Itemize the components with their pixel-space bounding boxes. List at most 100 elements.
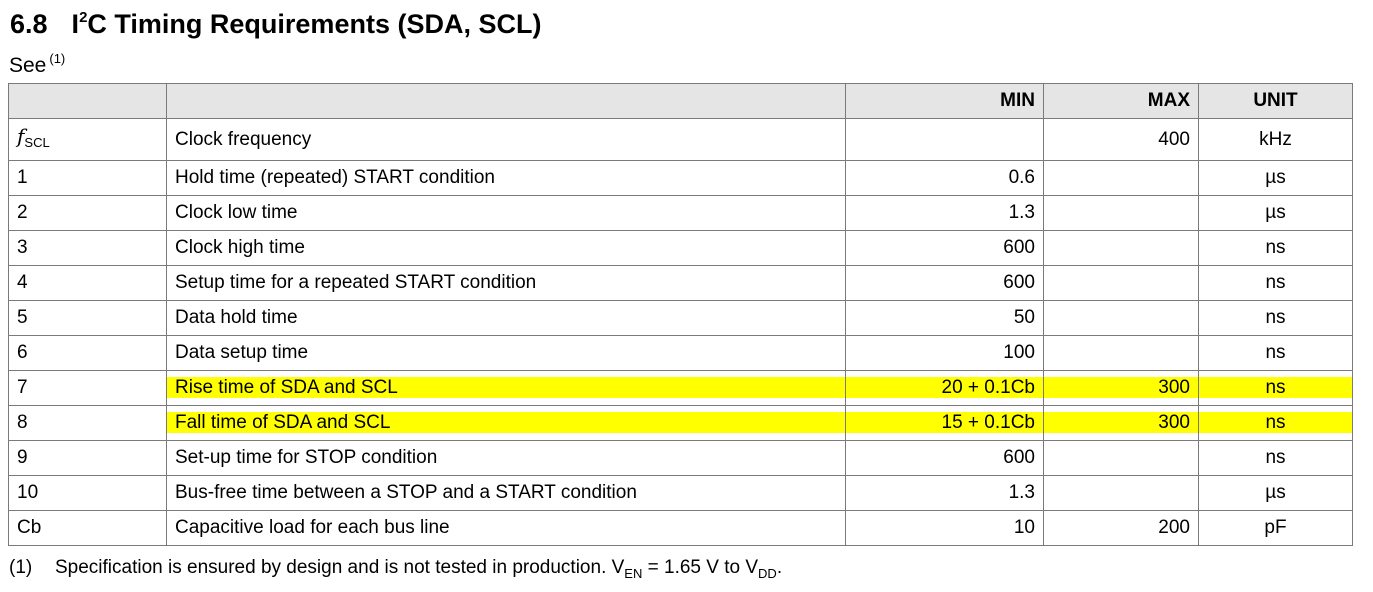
footnote-text-a: Specification is ensured by design and i… bbox=[55, 557, 625, 578]
cell-description: Bus-free time between a STOP and a START… bbox=[166, 475, 846, 511]
cell-description: Rise time of SDA and SCL bbox=[166, 370, 846, 406]
cell-unit: ns bbox=[1198, 230, 1353, 266]
cell-description: Capacitive load for each bus line bbox=[166, 510, 846, 546]
cell-symbol: 10 bbox=[8, 475, 167, 511]
see-text: See bbox=[9, 54, 47, 77]
table-row: 10 Bus-free time between a STOP and a STA… bbox=[8, 475, 1353, 511]
table-row: 5 Data hold time 50 ns bbox=[8, 300, 1353, 336]
cell-unit: ns bbox=[1198, 405, 1353, 441]
cell-unit: µs bbox=[1198, 475, 1353, 511]
cell-max: 400 bbox=[1043, 118, 1199, 161]
title-superscript: 2 bbox=[79, 9, 88, 26]
highlighted-text: ns bbox=[1199, 377, 1352, 399]
footnote-sub-dd: DD bbox=[758, 566, 777, 581]
table-row: 1 Hold time (repeated) START condition 0.6… bbox=[8, 160, 1353, 196]
header-max: MAX bbox=[1043, 83, 1199, 119]
highlighted-text: Fall time of SDA and SCL bbox=[167, 412, 845, 434]
cell-min bbox=[845, 118, 1044, 161]
cell-min: 100 bbox=[845, 335, 1044, 371]
cell-max: 300 bbox=[1043, 405, 1199, 441]
highlighted-text: 20 + 0.1Cb bbox=[846, 377, 1043, 399]
header-description bbox=[166, 83, 846, 119]
cell-min: 1.3 bbox=[845, 195, 1044, 231]
cell-unit: µs bbox=[1198, 195, 1353, 231]
footnote-text-b: = 1.65 V to V bbox=[642, 557, 759, 578]
table-row: 4 Setup time for a repeated START conditi… bbox=[8, 265, 1353, 301]
cell-unit: pF bbox=[1198, 510, 1353, 546]
section-number: 6.8 bbox=[10, 9, 48, 39]
footnote-text-c: . bbox=[776, 557, 783, 578]
cell-max bbox=[1043, 335, 1199, 371]
table-row: 3 Clock high time 600 ns bbox=[8, 230, 1353, 266]
table-row: 9 Set-up time for STOP condition 600 ns bbox=[8, 440, 1353, 476]
cell-min: 1.3 bbox=[845, 475, 1044, 511]
cell-symbol: 3 bbox=[8, 230, 167, 266]
cell-max: 300 bbox=[1043, 370, 1199, 406]
highlighted-text: Rise time of SDA and SCL bbox=[167, 377, 845, 399]
cell-symbol: 5 bbox=[8, 300, 167, 336]
table-row: 7 Rise time of SDA and SCL 20 + 0.1Cb 300 ns bbox=[8, 370, 1353, 406]
cell-min: 20 + 0.1Cb bbox=[845, 370, 1044, 406]
cell-description: Clock high time bbox=[166, 230, 846, 266]
see-footnote-link[interactable]: (1) bbox=[49, 51, 66, 66]
header-symbol bbox=[8, 83, 167, 119]
footnote-sub-en: EN bbox=[624, 566, 643, 581]
cell-max bbox=[1043, 475, 1199, 511]
table-row: 8 Fall time of SDA and SCL 15 + 0.1Cb 300 ns bbox=[8, 405, 1353, 441]
highlighted-text: ns bbox=[1199, 412, 1352, 434]
table-header-row: MIN MAX UNIT bbox=[8, 83, 1353, 119]
cell-max bbox=[1043, 160, 1199, 196]
highlighted-text: 300 bbox=[1044, 377, 1198, 399]
highlighted-text: 15 + 0.1Cb bbox=[846, 412, 1043, 434]
cell-symbol: 4 bbox=[8, 265, 167, 301]
cell-max bbox=[1043, 230, 1199, 266]
cell-unit: ns bbox=[1198, 440, 1353, 476]
table-row-fscl: fSCL Clock frequency 400 kHz bbox=[8, 118, 1353, 161]
cell-description: Clock low time bbox=[166, 195, 846, 231]
timing-table: MIN MAX UNIT fSCL Clock frequency 400 kH… bbox=[8, 83, 1353, 546]
cell-description: Clock frequency bbox=[166, 118, 846, 161]
cell-symbol: 7 bbox=[8, 370, 167, 406]
highlighted-text: 300 bbox=[1044, 412, 1198, 434]
cell-unit: ns bbox=[1198, 265, 1353, 301]
cell-description: Setup time for a repeated START conditio… bbox=[166, 265, 846, 301]
cell-description: Set-up time for STOP condition bbox=[166, 440, 846, 476]
cell-symbol: 8 bbox=[8, 405, 167, 441]
section-title: 6.8 I2C Timing Requirements (SDA, SCL) bbox=[10, 4, 541, 44]
fscl-symbol-sub: SCL bbox=[24, 135, 50, 150]
footnote: (1) Specification is ensured by design an… bbox=[9, 555, 782, 581]
table-row: 6 Data setup time 100 ns bbox=[8, 335, 1353, 371]
title-prefix: I bbox=[71, 9, 80, 39]
cell-description: Data setup time bbox=[166, 335, 846, 371]
cell-symbol: Cb bbox=[8, 510, 167, 546]
header-unit: UNIT bbox=[1198, 83, 1353, 119]
table-row: Cb Capacitive load for each bus line 10 200… bbox=[8, 510, 1353, 546]
cell-symbol: 9 bbox=[8, 440, 167, 476]
table-row: 2 Clock low time 1.3 µs bbox=[8, 195, 1353, 231]
see-note: See (1) bbox=[9, 52, 65, 80]
cell-unit: ns bbox=[1198, 370, 1353, 406]
cell-symbol: fSCL bbox=[8, 118, 167, 161]
cell-min: 50 bbox=[845, 300, 1044, 336]
cell-symbol: 6 bbox=[8, 335, 167, 371]
cell-unit: ns bbox=[1198, 300, 1353, 336]
cell-unit: µs bbox=[1198, 160, 1353, 196]
header-min: MIN bbox=[845, 83, 1044, 119]
cell-symbol: 1 bbox=[8, 160, 167, 196]
cell-description: Data hold time bbox=[166, 300, 846, 336]
cell-max bbox=[1043, 195, 1199, 231]
cell-min: 0.6 bbox=[845, 160, 1044, 196]
footnote-number: (1) bbox=[9, 557, 33, 578]
cell-max bbox=[1043, 300, 1199, 336]
cell-max bbox=[1043, 440, 1199, 476]
cell-max bbox=[1043, 265, 1199, 301]
cell-unit: kHz bbox=[1198, 118, 1353, 161]
fscl-symbol-main: f bbox=[17, 124, 25, 148]
title-rest: C Timing Requirements (SDA, SCL) bbox=[87, 9, 542, 39]
cell-description: Hold time (repeated) START condition bbox=[166, 160, 846, 196]
cell-min: 15 + 0.1Cb bbox=[845, 405, 1044, 441]
cell-description: Fall time of SDA and SCL bbox=[166, 405, 846, 441]
cell-unit: ns bbox=[1198, 335, 1353, 371]
cell-min: 600 bbox=[845, 440, 1044, 476]
cell-min: 600 bbox=[845, 230, 1044, 266]
